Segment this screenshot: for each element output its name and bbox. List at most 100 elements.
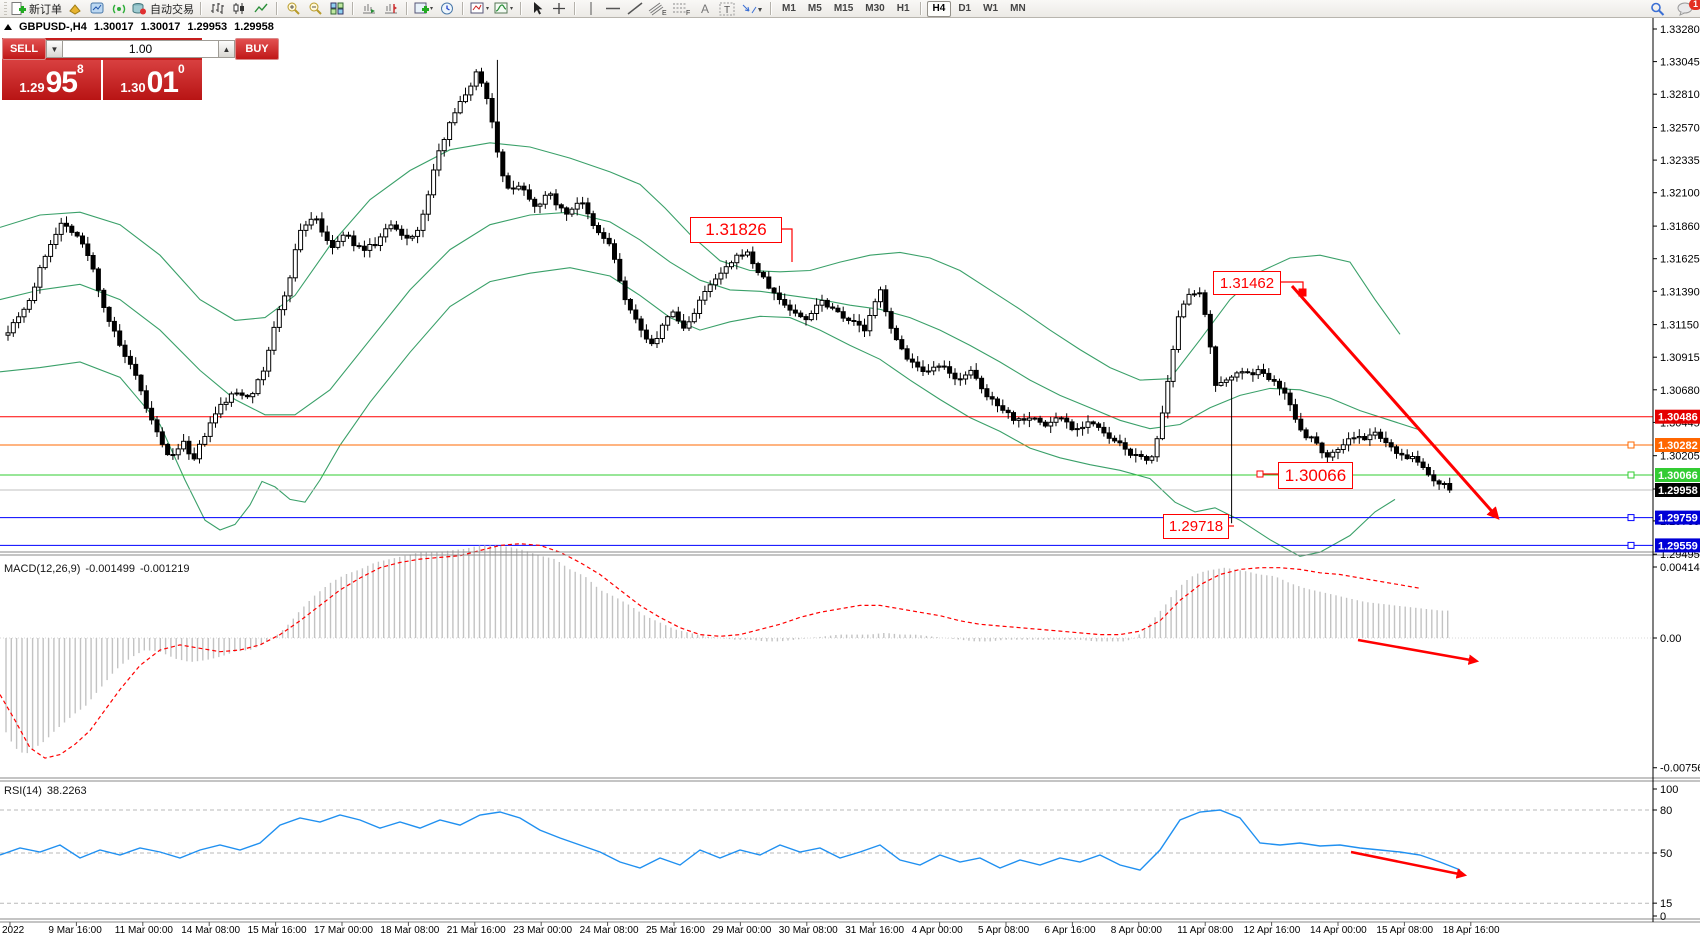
horizontal-lines [0,416,1653,549]
toolbar-grip[interactable] [4,2,7,15]
trend-arrow[interactable] [1357,638,1480,665]
auto-scroll-icon [363,4,375,14]
autotrading-button[interactable]: 自动交易 [130,1,196,17]
hline-handle[interactable] [1627,514,1635,522]
trend-arrow[interactable] [1350,850,1468,879]
data-window-button[interactable] [86,1,108,17]
price-badge-text: 1.29559 [1658,540,1698,552]
timeframe-M1[interactable]: M1 [777,2,801,16]
time-tick: 14 Apr 00:00 [1310,925,1367,935]
fibonacci-button[interactable]: F [670,1,694,17]
candles [5,59,1453,524]
volume-increase-button[interactable]: ▲ [218,40,235,58]
one-click-trading-panel: SELL ▼ ▲ BUY 1.29 95 8 1.30 01 0 [2,38,279,100]
equidistant-channel-button[interactable]: E [646,1,670,17]
zoom-in-button[interactable] [282,1,304,17]
sell-button[interactable]: SELL [2,38,46,60]
market-watch-icon [68,4,81,15]
chart-line-button[interactable] [250,1,272,17]
time-tick: 18 Mar 08:00 [380,925,439,935]
tile-windows-button[interactable] [326,1,348,17]
time-tick: 5 Apr 08:00 [978,925,1030,935]
chart-bars-button[interactable] [206,1,228,17]
frame [0,18,1700,923]
price-tick: 1.31390 [1660,286,1700,298]
text-icon: A [701,2,709,15]
price-tick: 1.32570 [1660,123,1700,135]
indicators-button[interactable] [492,1,516,17]
price-annotation-1.30066[interactable]: 1.30066 [1278,462,1353,489]
trendline-button[interactable] [624,1,646,17]
sell-price-big: 95 [45,66,78,99]
profiles-button[interactable] [436,1,458,17]
toolbar-separator [520,2,522,15]
timeframe-H4[interactable]: H4 [926,0,952,17]
buy-price-small: 1.30 [120,80,146,95]
new-order-button[interactable]: 新订单 [9,1,64,17]
arrows-tool-icon [742,4,762,13]
text-label-icon: T [719,2,735,16]
timeframe-M15[interactable]: M15 [829,2,858,16]
buy-quote[interactable]: 1.30 01 0 [103,60,202,100]
timeframe-MN[interactable]: MN [1005,2,1031,16]
timeframe-H1[interactable]: H1 [892,2,915,16]
sell-quote[interactable]: 1.29 95 8 [2,60,101,100]
price-tick: 1.32100 [1660,188,1700,200]
price-tick: 1.31860 [1660,221,1700,233]
time-tick: 14 Mar 08:00 [181,925,240,935]
svg-text:T: T [724,5,730,16]
toolbar-separator [462,2,464,15]
zoom-out-button[interactable] [304,1,326,17]
price-badge [1655,438,1700,452]
volume-decrease-button[interactable]: ▼ [46,40,63,58]
annotation-handle[interactable] [1256,470,1264,478]
chart-line-icon [254,3,268,13]
search-button[interactable] [1646,1,1668,17]
text-button[interactable]: A [694,1,716,17]
text-label-button[interactable]: T [716,1,738,17]
chart-candles-button[interactable] [228,1,250,17]
price-tick: 1.32810 [1660,89,1700,101]
new-chart-button[interactable] [412,1,436,17]
buy-button[interactable]: BUY [235,38,279,60]
time-tick: 25 Mar 16:00 [646,925,705,935]
arrows-tool-button[interactable] [738,1,766,17]
timeframe-D1[interactable]: D1 [953,2,976,16]
trend-arrow[interactable] [1290,285,1500,520]
time-tick: 18 Apr 16:00 [1443,925,1500,935]
price-tick: 1.31625 [1660,254,1700,266]
market-watch-button[interactable] [64,1,86,17]
timeframe-M30[interactable]: M30 [860,2,889,16]
auto-scroll-button[interactable] [358,1,380,17]
price-annotation-1.31826[interactable]: 1.31826 [690,217,782,243]
timeframe-M5[interactable]: M5 [803,2,827,16]
tile-windows-icon [330,2,344,15]
time-tick: 15 Mar 16:00 [248,925,307,935]
sell-price-small: 1.29 [19,80,45,95]
chart-shift-button[interactable] [380,1,402,17]
horizontal-line-button[interactable] [602,1,624,17]
sell-price-sup: 8 [77,62,84,76]
zoom-in-icon [287,2,300,15]
crosshair-button[interactable] [548,1,570,17]
rsi-value: 38.2263 [46,785,87,797]
chart-template-button[interactable] [468,1,492,17]
one-click-price-row: 1.29 95 8 1.30 01 0 [2,60,202,100]
price-annotation-1.31462[interactable]: 1.31462 [1213,271,1281,295]
new-order-icon [11,1,26,15]
signals-button[interactable] [108,1,130,17]
zoom-out-icon [309,2,322,15]
hline-handle[interactable] [1627,541,1635,549]
vertical-line-button[interactable] [580,1,602,17]
hline-handle[interactable] [1627,441,1635,449]
time-tick: 23 Mar 00:00 [513,925,572,935]
cursor-button[interactable] [526,1,548,17]
volume-input[interactable] [63,40,218,58]
chat-button[interactable]: 1 [1674,0,1700,17]
rsi-axis-label: 15 [1660,898,1672,910]
bollinger-bands [0,142,1421,557]
fibonacci-icon: F [673,3,690,16]
timeframe-W1[interactable]: W1 [978,2,1003,16]
price-annotation-1.29718[interactable]: 1.29718 [1163,514,1229,539]
hline-handle[interactable] [1627,471,1635,479]
